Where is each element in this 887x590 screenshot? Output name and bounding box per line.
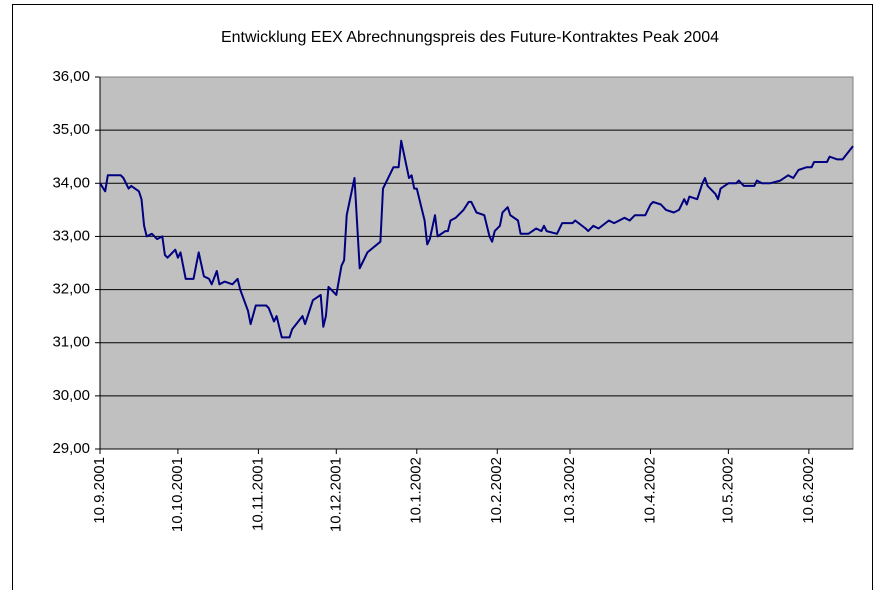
y-tick-label: 31,00 — [52, 334, 90, 351]
chart-title: Entwicklung EEX Abrechnungspreis des Fut… — [221, 29, 719, 46]
y-tick-label: 32,00 — [52, 281, 90, 298]
x-tick-label: 10.12.2001 — [327, 457, 344, 532]
y-tick-label: 34,00 — [52, 174, 90, 191]
x-tick-label: 10.5.2002 — [719, 457, 736, 524]
x-tick-label: 10.9.2001 — [91, 457, 108, 524]
line-series — [99, 139, 854, 339]
x-tick-label: 10.6.2002 — [800, 457, 817, 524]
y-tick-label: 35,00 — [52, 121, 90, 138]
y-tick-label: 29,00 — [52, 440, 90, 457]
x-tick-label: 10.2.2002 — [488, 457, 505, 524]
y-tick-label: 33,00 — [52, 227, 90, 244]
x-tick-label: 10.11.2001 — [249, 457, 266, 531]
y-tick-label: 30,00 — [52, 387, 90, 404]
x-tick-label: 10.3.2002 — [561, 457, 578, 524]
y-tick-label: 36,00 — [52, 68, 90, 85]
x-tick-label: 10.4.2002 — [641, 457, 658, 524]
x-tick-label: 10.1.2002 — [408, 457, 425, 524]
x-tick-label: 10.10.2001 — [169, 457, 186, 532]
plot-area — [100, 77, 853, 449]
